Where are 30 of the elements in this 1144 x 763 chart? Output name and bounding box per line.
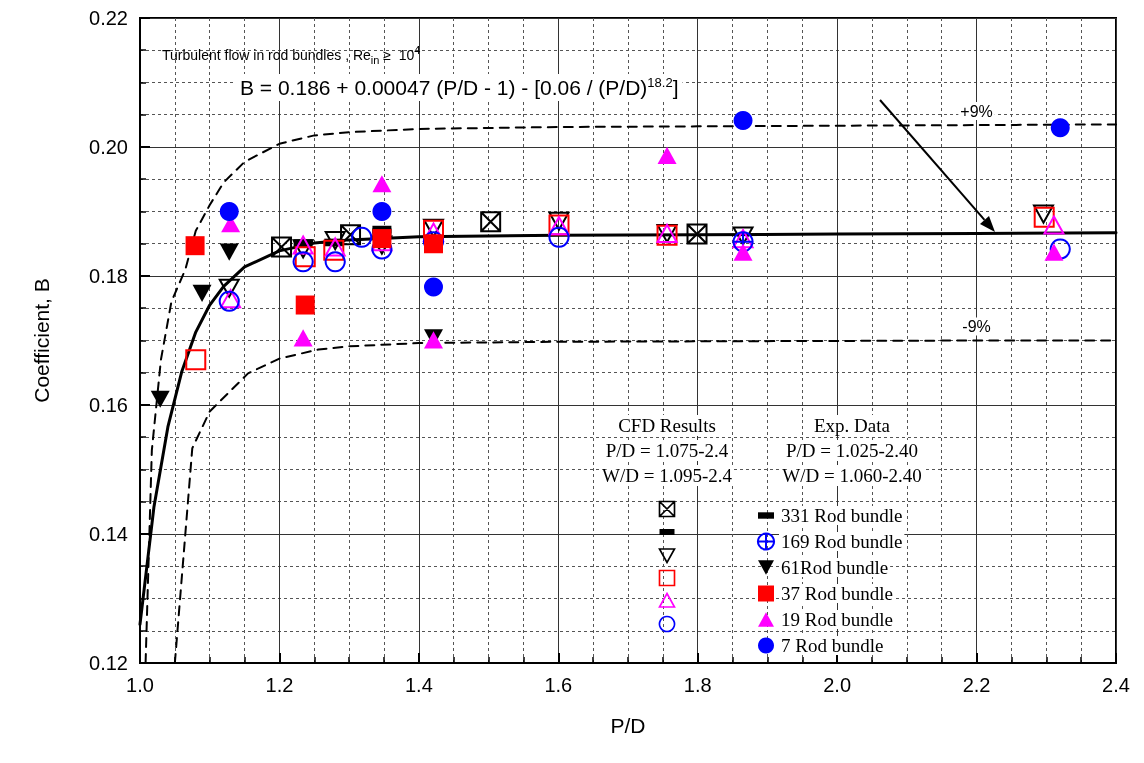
y-tick-label: 0.18 [89,265,128,287]
annotation: P/D = 1.025-2.40 [783,440,921,461]
x-tick-label: 2.2 [962,674,991,696]
x-tick-label: 2.4 [1102,674,1130,696]
series-label: +9% [960,102,993,120]
legend-label: 331 Rod bundle [781,505,903,526]
x-tick-label: 1.6 [544,674,573,696]
y-tick-label: 0.12 [89,652,128,674]
y-tick-label: 0.16 [89,394,128,416]
series-label: -9% [962,318,991,335]
legend-label: 19 Rod bundle [781,609,893,630]
annotation: Exp. Data [812,415,892,436]
x-tick-label: 1.2 [265,674,294,696]
legend-label: 37 Rod bundle [781,583,893,604]
y-tick-label: 0.20 [89,136,128,158]
x-tick-label: 1.4 [404,674,433,696]
annotation: P/D = 1.075-2.4 [603,440,731,461]
x-tick-label: 1.8 [683,674,712,696]
annotation: W/D = 1.060-2.40 [780,465,924,486]
legend-label: 7 Rod bundle [781,635,884,656]
y-tick-label: 0.14 [89,523,128,545]
legend-label: 169 Rod bundle [781,531,903,552]
x-tick-label: 2.0 [823,674,852,696]
x-tick-label: 1.0 [126,674,154,696]
y-tick-label: 0.22 [89,7,128,29]
x-axis-title: P/D [610,714,646,737]
annotation: CFD Results [616,415,718,436]
annotation: W/D = 1.095-2.4 [600,465,734,486]
legend-label: 61Rod bundle [781,557,889,578]
y-axis-title: Coefficient, B [30,278,53,403]
